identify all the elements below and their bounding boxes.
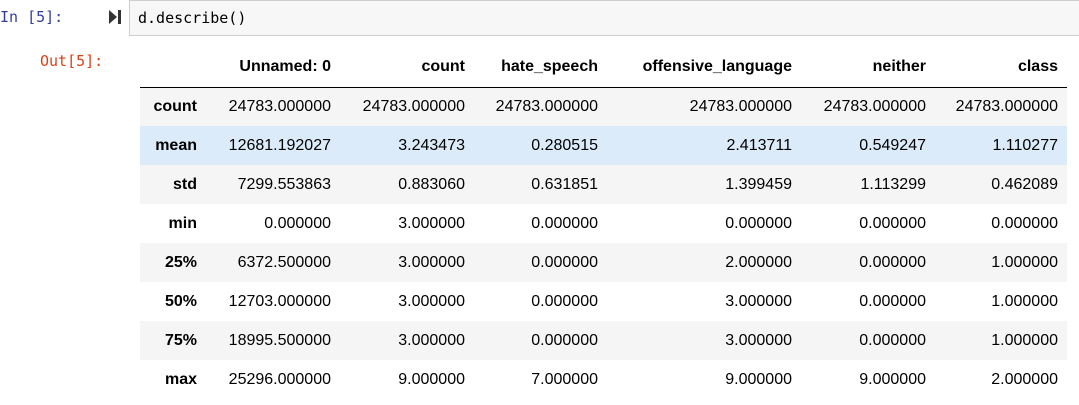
column-header: Unnamed: 0 [206,48,340,88]
run-cell-icon[interactable] [108,9,122,25]
table-cell: 0.000000 [725,214,792,232]
row-label: mean [155,136,197,154]
table-cell: 9.000000 [859,370,926,388]
table-cell: 25296.000000 [228,370,331,388]
table-cell: 24783.000000 [495,97,598,115]
table-cell: 24783.000000 [689,97,792,115]
table-cell: 0.631851 [531,175,598,193]
row-label: 75% [164,331,197,349]
table-row: std 7299.553863 0.883060 0.631851 1.399459 1.… [140,165,1067,204]
table-row: mean 12681.192027 3.243473 0.280515 2.413711… [140,126,1067,165]
table-cell: 0.000000 [859,253,926,271]
column-header: hate_speech [474,48,607,88]
table-cell: 12681.192027 [228,136,331,154]
table-cell: 3.000000 [398,331,465,349]
row-label: max [164,370,197,388]
row-label: std [173,175,197,193]
table-cell: 3.000000 [398,214,465,232]
column-header: offensive_language [607,48,801,88]
table-cell: 0.883060 [398,175,465,193]
table-cell: 0.000000 [859,292,926,310]
table-cell: 24783.000000 [823,97,926,115]
table-cell: 12703.000000 [228,292,331,310]
table-row: 25% 6372.500000 3.000000 0.000000 2.000000 0.… [140,243,1067,282]
code-text[interactable]: d.describe() [138,9,247,27]
table-cell: 18995.500000 [228,331,331,349]
table-cell: 7299.553863 [237,175,331,193]
table-row: min 0.000000 3.000000 0.000000 0.000000 0.000… [140,204,1067,243]
column-header: neither [801,48,935,88]
table-cell: 6372.500000 [237,253,331,271]
table-cell: 3.000000 [725,331,792,349]
table-cell: 0.462089 [991,175,1058,193]
code-cell-editor[interactable]: d.describe() [129,0,1079,36]
row-label: 25% [164,253,197,271]
describe-dataframe-table: Unnamed: 0 count hate_speech offensive_l… [140,48,1067,399]
table-cell: 3.000000 [398,292,465,310]
row-label: min [168,214,197,232]
column-header: count [340,48,474,88]
table-cell: 0.000000 [859,214,926,232]
table-cell: 1.000000 [991,253,1058,271]
table-row: 75% 18995.500000 3.000000 0.000000 3.000000 0… [140,321,1067,360]
row-label: count [153,97,197,115]
table-cell: 3.243473 [398,136,465,154]
table-row: 50% 12703.000000 3.000000 0.000000 3.000000 0… [140,282,1067,321]
input-prompt: In [5]: [0,8,64,26]
table-cell: 0.280515 [531,136,598,154]
row-label: 50% [164,292,197,310]
table-cell: 0.000000 [531,214,598,232]
table-cell: 0.000000 [859,331,926,349]
table-cell: 24783.000000 [228,97,331,115]
table-cell: 7.000000 [531,370,598,388]
output-prompt: Out[5]: [40,52,104,70]
index-header [140,48,206,88]
table-cell: 0.000000 [991,214,1058,232]
table-cell: 3.000000 [725,292,792,310]
column-header: class [935,48,1067,88]
table-cell: 1.000000 [991,331,1058,349]
table-cell: 2.413711 [726,136,792,154]
table-cell: 1.113299 [860,175,926,193]
table-cell: 9.000000 [398,370,465,388]
table-row: count 24783.000000 24783.000000 24783.00000… [140,87,1067,126]
table-cell: 1.399459 [725,175,792,193]
table-cell: 0.549247 [859,136,926,154]
table-cell: 1.110277 [992,136,1058,154]
table-cell: 2.000000 [991,370,1058,388]
table-cell: 0.000000 [531,292,598,310]
table-cell: 3.000000 [398,253,465,271]
table-cell: 9.000000 [725,370,792,388]
table-cell: 1.000000 [991,292,1058,310]
table-cell: 24783.000000 [362,97,465,115]
table-row: max 25296.000000 9.000000 7.000000 9.000000 9… [140,360,1067,399]
table-cell: 0.000000 [531,331,598,349]
table-header-row: Unnamed: 0 count hate_speech offensive_l… [140,48,1067,88]
table-cell: 2.000000 [725,253,792,271]
table-cell: 0.000000 [264,214,331,232]
table-cell: 0.000000 [531,253,598,271]
table-cell: 24783.000000 [955,97,1058,115]
